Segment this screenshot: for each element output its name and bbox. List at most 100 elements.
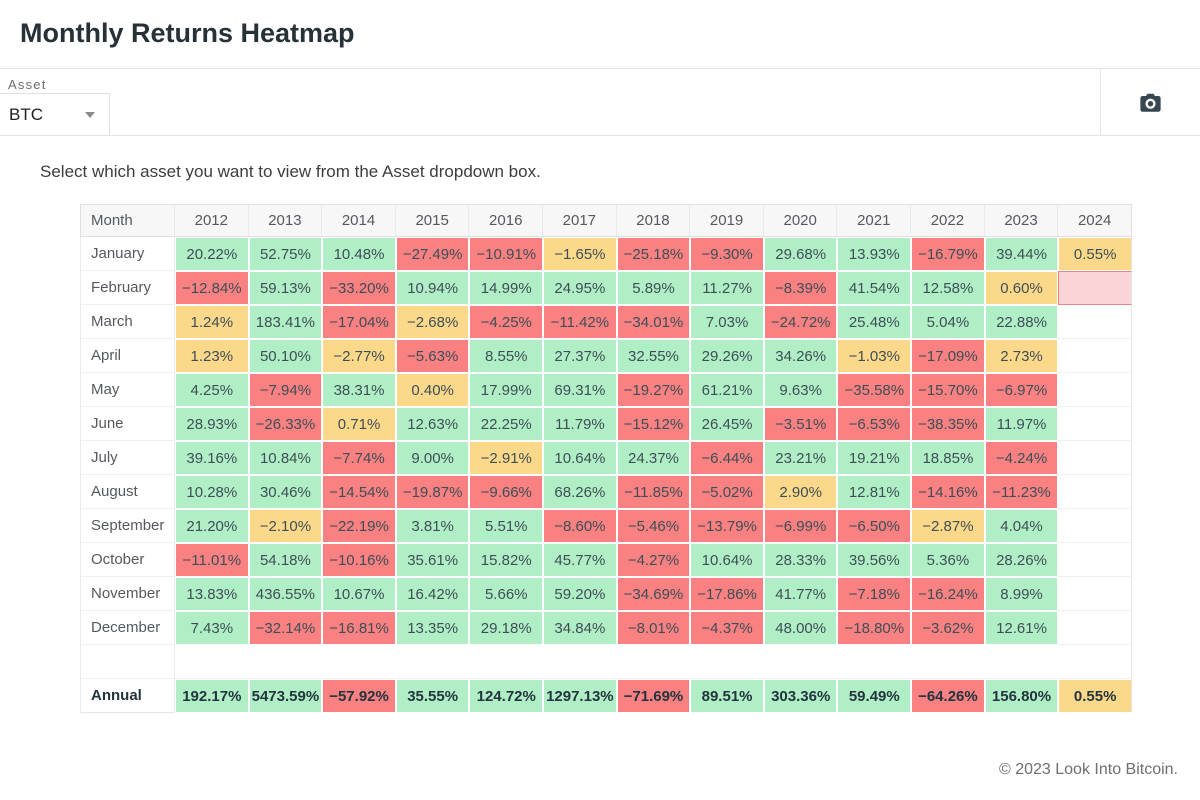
heatmap-cell: 1.23% bbox=[175, 339, 249, 373]
camera-button[interactable] bbox=[1133, 85, 1168, 120]
heatmap-cell: 436.55% bbox=[248, 577, 323, 611]
heatmap-cell: −2.68% bbox=[395, 305, 470, 339]
heatmap-cell: 14.99% bbox=[469, 271, 544, 305]
heatmap-cell bbox=[984, 645, 1059, 679]
heatmap-cell: 2.73% bbox=[984, 339, 1059, 373]
heatmap-body: January 20.22% 52.75% 10.48% −27.49% −10.91% −… bbox=[80, 237, 1132, 713]
table-row: August 10.28% 30.46% −14.54% −19.87% −9.66% 68… bbox=[80, 475, 1132, 509]
heatmap-cell: 41.77% bbox=[763, 577, 838, 611]
asset-dropdown[interactable]: BTC bbox=[0, 93, 110, 135]
heatmap-cell: 0.71% bbox=[322, 407, 396, 441]
heatmap-cell: 5473.59% bbox=[248, 679, 323, 713]
heatmap-cell: −5.63% bbox=[395, 339, 470, 373]
table-row: July 39.16% 10.84% −7.74% 9.00% −2.91% 10.64% 2… bbox=[80, 441, 1132, 475]
heatmap-cell: 17.99% bbox=[469, 373, 544, 407]
heatmap-cell bbox=[322, 645, 396, 679]
heatmap-cell: 59.20% bbox=[543, 577, 617, 611]
heatmap-cell: 29.68% bbox=[763, 237, 838, 271]
table-row: November 13.83% 436.55% 10.67% 16.42% 5.66% 59… bbox=[80, 577, 1132, 611]
row-label: March bbox=[80, 305, 175, 339]
heatmap-cell bbox=[1058, 441, 1132, 475]
heatmap-cell: 5.66% bbox=[469, 577, 544, 611]
heatmap-cell bbox=[1058, 305, 1132, 339]
heatmap-cell: 18.85% bbox=[911, 441, 985, 475]
heatmap-cell bbox=[1058, 339, 1132, 373]
heatmap-cell: −16.24% bbox=[911, 577, 985, 611]
heatmap-cell bbox=[469, 645, 544, 679]
heatmap-cell: 11.79% bbox=[543, 407, 617, 441]
heatmap-cell bbox=[690, 645, 764, 679]
row-label: January bbox=[80, 237, 175, 271]
asset-dropdown-value: BTC bbox=[9, 104, 43, 124]
heatmap-cell: −1.65% bbox=[543, 237, 617, 271]
heatmap-cell: 28.26% bbox=[984, 543, 1059, 577]
heatmap-cell: −27.49% bbox=[395, 237, 470, 271]
chevron-down-icon bbox=[85, 111, 95, 118]
heatmap-cell: 35.55% bbox=[395, 679, 470, 713]
heatmap-cell: −9.30% bbox=[690, 237, 764, 271]
heatmap-cell: 4.04% bbox=[984, 509, 1059, 543]
heatmap-cell: −16.81% bbox=[322, 611, 396, 645]
heatmap-cell: 23.21% bbox=[763, 441, 838, 475]
column-header-year: 2021 bbox=[837, 204, 912, 237]
heatmap-cell: 35.61% bbox=[395, 543, 470, 577]
heatmap-cell: 59.49% bbox=[837, 679, 912, 713]
heatmap-head-row: Month 2012 2013 2014 2015 2016 2017 2018 2019 202… bbox=[80, 204, 1132, 237]
heatmap-cell: 124.72% bbox=[469, 679, 544, 713]
heatmap-cell: 10.67% bbox=[322, 577, 396, 611]
heatmap-cell: 25.48% bbox=[837, 305, 912, 339]
heatmap-cell: 10.48% bbox=[322, 237, 396, 271]
heatmap-cell: 1.24% bbox=[175, 305, 249, 339]
heatmap-cell bbox=[1058, 373, 1132, 407]
heatmap-cell: −4.24% bbox=[984, 441, 1059, 475]
heatmap-cell: 54.18% bbox=[248, 543, 323, 577]
heatmap-cell: 10.84% bbox=[248, 441, 323, 475]
heatmap-cell bbox=[1058, 271, 1132, 305]
column-header-year: 2024 bbox=[1058, 204, 1132, 237]
heatmap-cell: 50.10% bbox=[248, 339, 323, 373]
heatmap-cell bbox=[1058, 509, 1132, 543]
column-header-year: 2020 bbox=[763, 204, 838, 237]
heatmap-cell: 15.82% bbox=[469, 543, 544, 577]
table-row: March 1.24% 183.41% −17.04% −2.68% −4.25% −11.… bbox=[80, 305, 1132, 339]
row-label: December bbox=[80, 611, 175, 645]
heatmap-cell: 19.21% bbox=[837, 441, 912, 475]
heatmap-cell: 52.75% bbox=[248, 237, 323, 271]
heatmap-cell: 59.13% bbox=[248, 271, 323, 305]
heatmap-cell bbox=[1058, 645, 1132, 679]
heatmap-cell: 11.27% bbox=[690, 271, 764, 305]
heatmap-cell: −12.84% bbox=[175, 271, 249, 305]
heatmap-cell: −34.69% bbox=[616, 577, 691, 611]
heatmap-cell bbox=[1058, 407, 1132, 441]
heatmap-cell: −18.80% bbox=[837, 611, 912, 645]
heatmap-cell: −11.23% bbox=[984, 475, 1059, 509]
heatmap-cell: 89.51% bbox=[690, 679, 764, 713]
table-row: June 28.93% −26.33% 0.71% 12.63% 22.25% 11.79%… bbox=[80, 407, 1132, 441]
heatmap-cell bbox=[543, 645, 617, 679]
heatmap-cell: −2.87% bbox=[911, 509, 985, 543]
heatmap-cell: 5.51% bbox=[469, 509, 544, 543]
annual-row: Annual 192.17% 5473.59% −57.92% 35.55% 124.72… bbox=[80, 679, 1132, 713]
heatmap-cell: 5.89% bbox=[616, 271, 691, 305]
row-label: May bbox=[80, 373, 175, 407]
footer-copyright: © 2023 Look Into Bitcoin. bbox=[998, 761, 1178, 778]
heatmap-cell: 5.36% bbox=[911, 543, 985, 577]
column-header-year: 2017 bbox=[543, 204, 617, 237]
heatmap-cell: −7.74% bbox=[322, 441, 396, 475]
heatmap-cell: −13.79% bbox=[690, 509, 764, 543]
table-row: February −12.84% 59.13% −33.20% 10.94% 14.99%… bbox=[80, 271, 1132, 305]
heatmap-cell bbox=[1058, 543, 1132, 577]
table-row: December 7.43% −32.14% −16.81% 13.35% 29.18% 3… bbox=[80, 611, 1132, 645]
heatmap-cell: 12.58% bbox=[911, 271, 985, 305]
row-label: April bbox=[80, 339, 175, 373]
heatmap-cell: 39.44% bbox=[984, 237, 1059, 271]
table-row bbox=[80, 645, 1132, 679]
heatmap-cell: −11.01% bbox=[175, 543, 249, 577]
heatmap-cell: −2.10% bbox=[248, 509, 323, 543]
heatmap-cell: −8.60% bbox=[543, 509, 617, 543]
heatmap-cell: 28.93% bbox=[175, 407, 249, 441]
heatmap-cell: 29.18% bbox=[469, 611, 544, 645]
row-label: February bbox=[80, 271, 175, 305]
heatmap-cell: −35.58% bbox=[837, 373, 912, 407]
asset-panel: Asset BTC bbox=[0, 69, 110, 135]
